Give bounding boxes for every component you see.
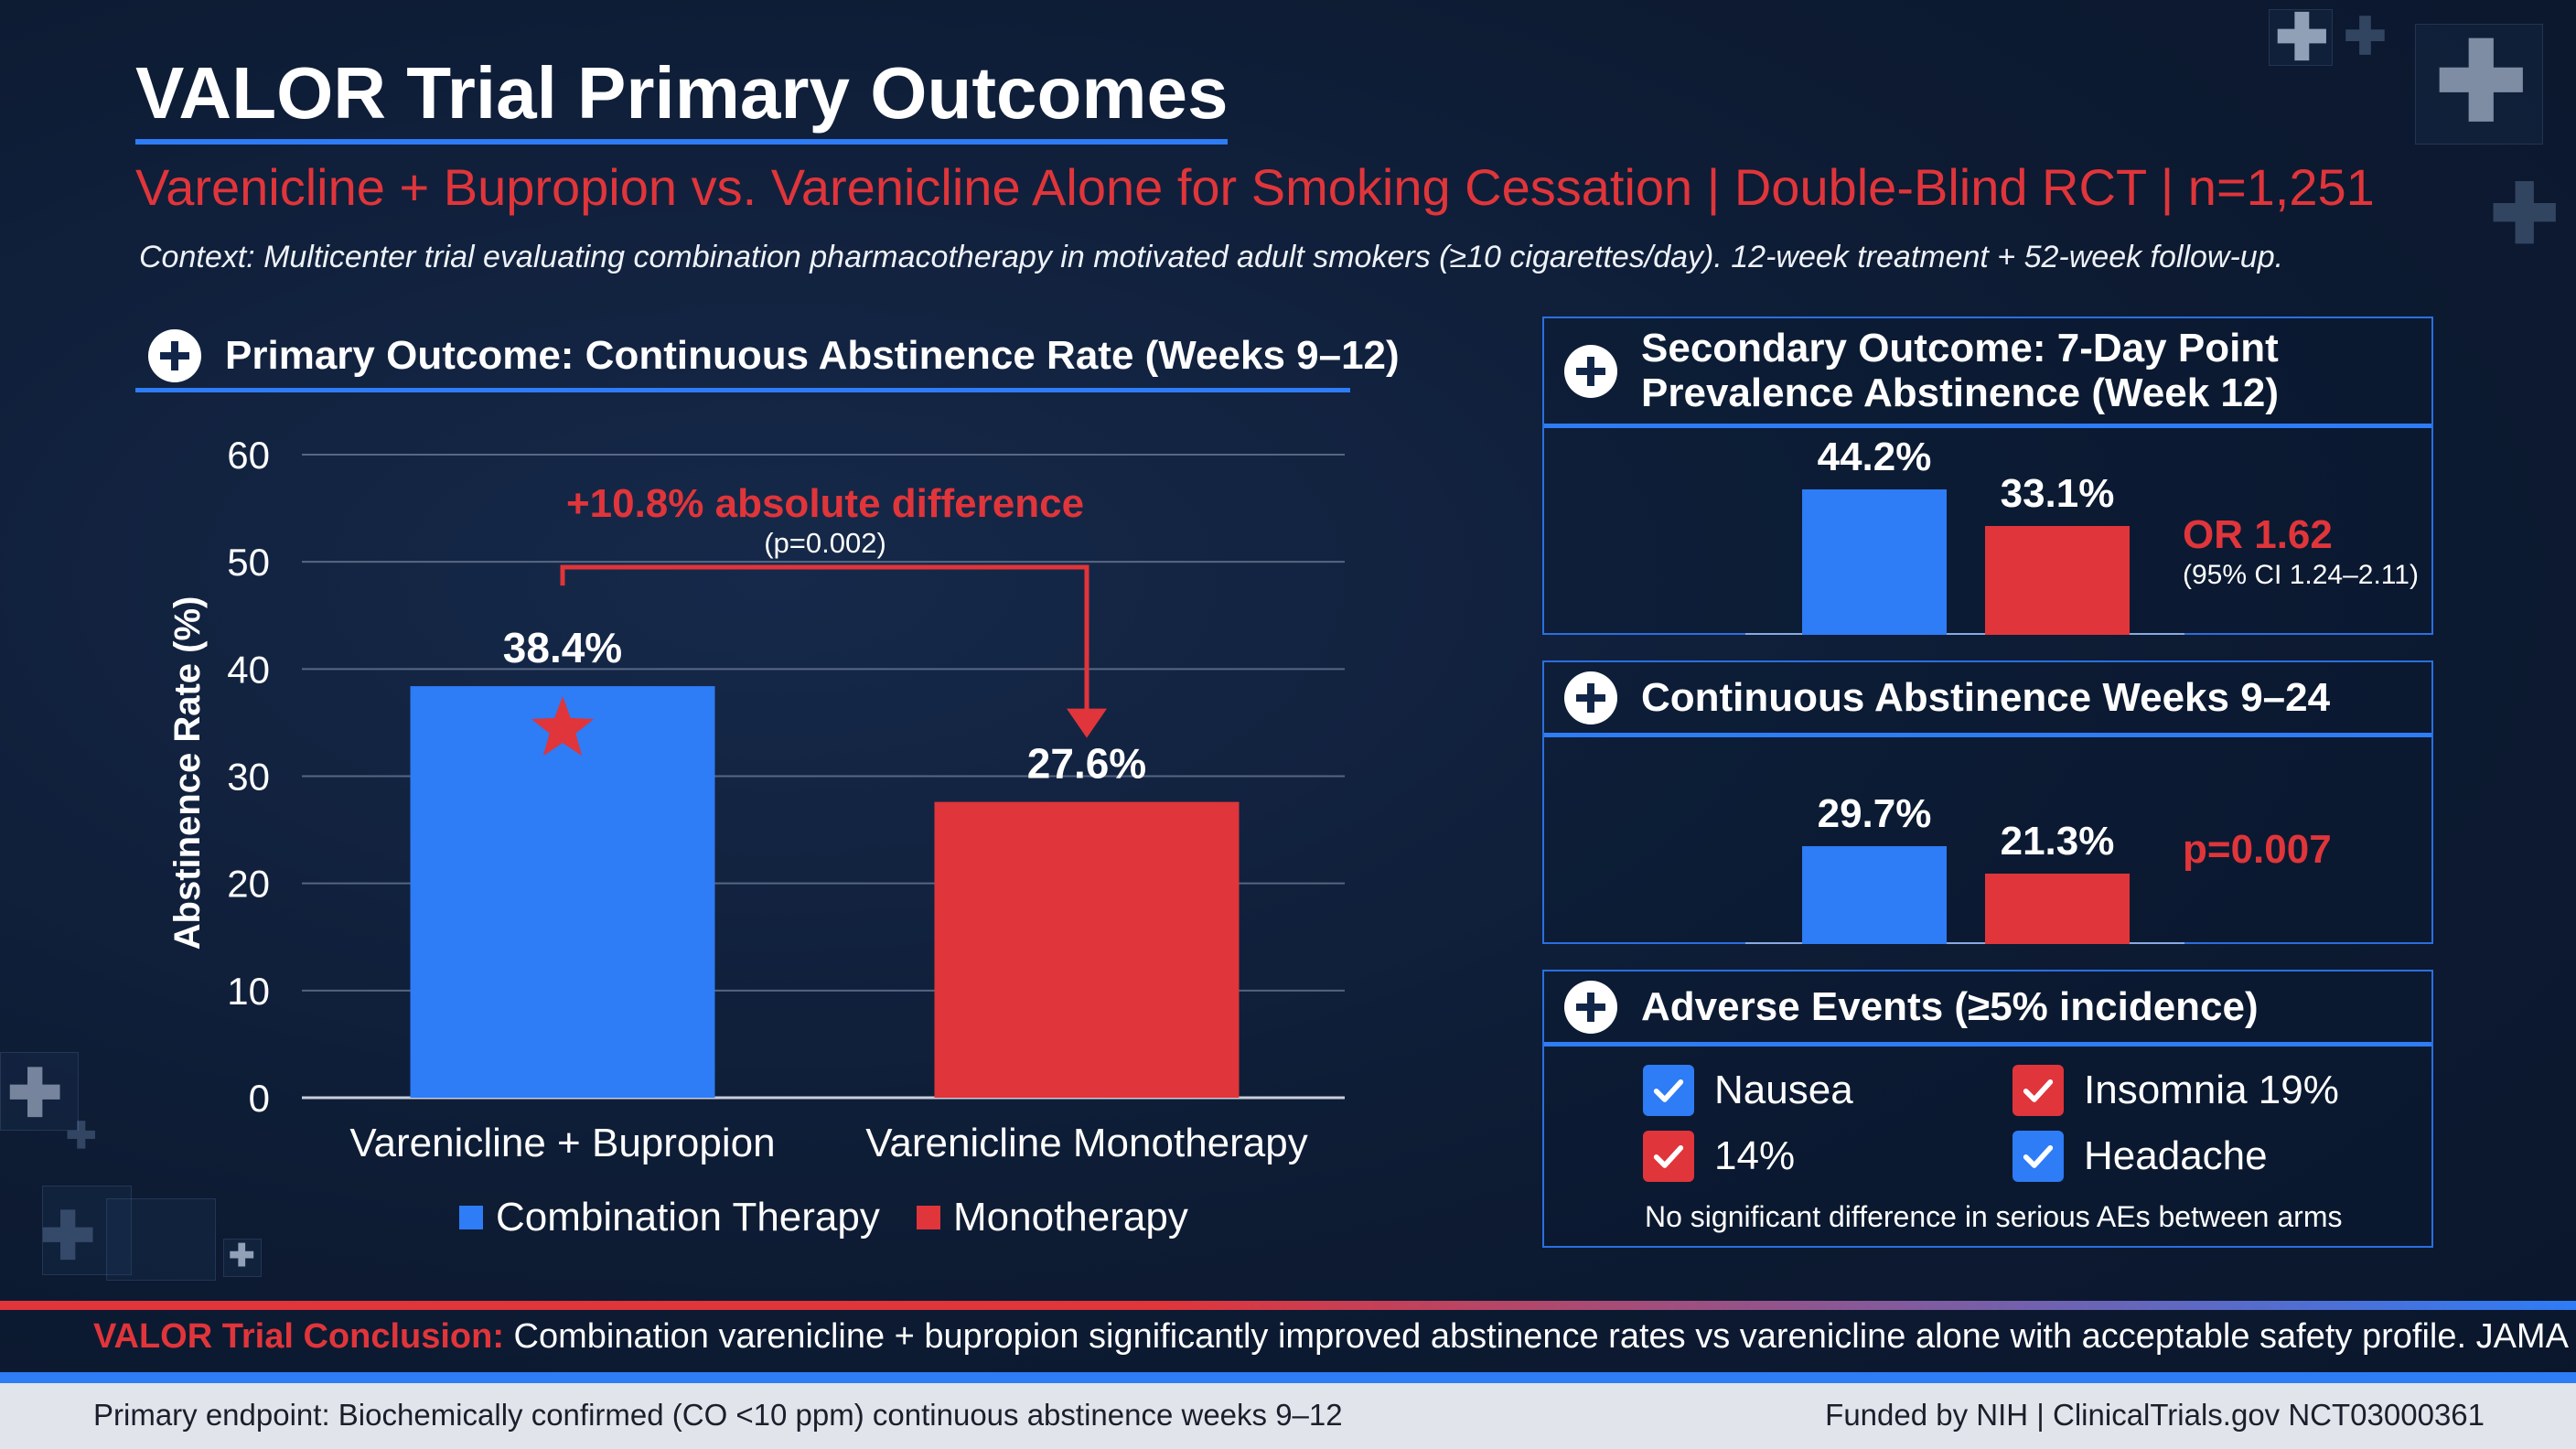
mini-bar [1985, 525, 2130, 635]
plus-circle-icon [1564, 344, 1617, 398]
x-tick-label: Varenicline + Bupropion [349, 1121, 775, 1165]
heading-line: Prevalence Abstinence (Week 12) [1641, 370, 2279, 415]
mini-bar-value-label: 33.1% [2000, 470, 2115, 516]
secondary-outcome-panel: Secondary Outcome: 7-Day Point Prevalenc… [1542, 317, 2433, 635]
footer-funding: Funded by NIH | ClinicalTrials.gov NCT03… [1825, 1398, 2485, 1432]
plus-circle-icon [1564, 980, 1617, 1034]
star-icon [531, 696, 595, 757]
adverse-events-title: Adverse Events (≥5% incidence) [1641, 983, 2259, 1029]
context-text: Context: Multicenter trial evaluating co… [139, 240, 2284, 274]
continuous-abstinence-panel: Continuous Abstinence Weeks 9–24 p=0.007… [1542, 660, 2433, 944]
checkbox-checked-icon [2012, 1131, 2064, 1182]
confidence-interval: (95% CI 1.24–2.11) [2183, 560, 2419, 590]
section-divider [0, 1301, 2576, 1310]
legend-item-monotherapy: Monotherapy [917, 1195, 1188, 1240]
adverse-event-item: 14% [1643, 1131, 1795, 1182]
medical-cross-icon: ✚ [7, 1057, 63, 1131]
mini-bar-value-label: 44.2% [1817, 434, 1932, 479]
plus-circle-icon [1564, 671, 1617, 724]
continuous-abstinence-heading: Continuous Abstinence Weeks 9–24 [1544, 662, 2431, 737]
adverse-event-label: Nausea [1714, 1068, 1853, 1112]
medical-cross-icon: ✚ [229, 1239, 255, 1273]
y-tick-label: 30 [227, 756, 270, 799]
conclusion-text: Combination varenicline + bupropion sign… [504, 1317, 2576, 1356]
footer: Primary endpoint: Biochemically confirme… [0, 1383, 2576, 1449]
decor-box [223, 1239, 262, 1277]
secondary-outcome-heading: Secondary Outcome: 7-Day Point Prevalenc… [1544, 318, 2431, 428]
medical-cross-icon: ✚ [2275, 2, 2329, 73]
adverse-events-heading: Adverse Events (≥5% incidence) [1544, 971, 2431, 1046]
adverse-event-label: 14% [1714, 1133, 1796, 1178]
mini-bar [1802, 846, 1947, 944]
difference-p-value: (p=0.002) [764, 527, 886, 559]
y-tick-label: 50 [227, 541, 270, 584]
p-value: p=0.007 [2183, 827, 2332, 872]
mini-bar-value-label: 21.3% [2000, 819, 2115, 864]
adverse-event-label: Headache [2084, 1133, 2268, 1178]
legend-swatch [917, 1206, 940, 1229]
adverse-event-label: Insomnia 19% [2084, 1068, 2339, 1112]
continuous-abstinence-title: Continuous Abstinence Weeks 9–24 [1641, 674, 2331, 720]
page-title: VALOR Trial Primary Outcomes [135, 53, 1229, 145]
medical-cross-icon: ✚ [66, 1116, 97, 1156]
primary-outcome-heading: Primary Outcome: Continuous Abstinence R… [148, 329, 1400, 382]
heading-line: Secondary Outcome: 7-Day Point [1641, 326, 2279, 371]
difference-annotation: +10.8% absolute difference [566, 481, 1084, 526]
decor-box [106, 1198, 216, 1281]
secondary-outcome-title: Secondary Outcome: 7-Day Point Prevalenc… [1641, 326, 2279, 415]
mini-bar [1802, 488, 1947, 635]
adverse-event-item: Headache [2012, 1131, 2268, 1182]
adverse-event-item: Insomnia 19% [2012, 1065, 2339, 1116]
y-tick-label: 0 [249, 1077, 270, 1120]
x-tick-label: Varenicline Monotherapy [865, 1121, 1307, 1165]
conclusion-lead: VALOR Trial Conclusion: [93, 1317, 504, 1356]
difference-arrowhead [1067, 708, 1107, 738]
mini-bar [1985, 874, 2130, 944]
y-tick-label: 60 [227, 434, 270, 477]
medical-cross-icon: ✚ [2344, 7, 2387, 65]
mini-bar-value-label: 29.7% [1817, 791, 1932, 837]
decor-box [2269, 9, 2333, 66]
y-tick-label: 40 [227, 648, 270, 691]
decor-box [0, 1052, 79, 1131]
bar [410, 686, 715, 1098]
decor-box [42, 1186, 132, 1275]
checkbox-checked-icon [2012, 1065, 2064, 1116]
adverse-events-panel: Adverse Events (≥5% incidence) Nausea Ins… [1542, 970, 2433, 1248]
adverse-event-item: Nausea [1643, 1065, 1853, 1116]
legend-item-combination: Combination Therapy [459, 1195, 880, 1240]
section-rule [135, 388, 1350, 392]
mini-axis-line [1745, 633, 2184, 635]
page-subtitle: Varenicline + Bupropion vs. Varenicline … [135, 158, 2375, 216]
medical-cross-icon: ✚ [2435, 21, 2528, 144]
bar-value-label: 27.6% [1027, 740, 1146, 788]
medical-cross-icon: ✚ [2490, 169, 2560, 261]
conclusion: VALOR Trial Conclusion: Combination vare… [93, 1317, 2576, 1357]
difference-bracket [560, 564, 1089, 718]
footer-endpoint: Primary endpoint: Biochemically confirme… [93, 1398, 1343, 1432]
primary-bar-chart: 0 10 20 30 40 50 60 38.4% Varenicline + Bupropi… [167, 434, 1345, 1165]
odds-ratio: OR 1.62 [2183, 512, 2333, 557]
plus-circle-icon [148, 329, 201, 382]
y-tick-label: 20 [227, 863, 270, 906]
adverse-events-note: No significant difference in serious AEs… [1645, 1200, 2343, 1233]
y-axis-label: Abstinence Rate (%) [167, 596, 208, 950]
bar-value-label: 38.4% [503, 624, 622, 671]
mini-axis-line [1745, 942, 2184, 944]
legend-swatch [459, 1206, 483, 1229]
checkbox-checked-icon [1643, 1065, 1694, 1116]
y-tick-label: 10 [227, 970, 270, 1013]
legend-label: Combination Therapy [496, 1195, 880, 1240]
medical-cross-icon: ✚ [40, 1200, 96, 1273]
bar [934, 801, 1240, 1098]
accent-strip [0, 1372, 2576, 1383]
legend-label: Monotherapy [953, 1195, 1188, 1240]
decor-box [2415, 24, 2543, 145]
primary-outcome-title: Primary Outcome: Continuous Abstinence R… [225, 333, 1400, 378]
checkbox-checked-icon [1643, 1131, 1694, 1182]
